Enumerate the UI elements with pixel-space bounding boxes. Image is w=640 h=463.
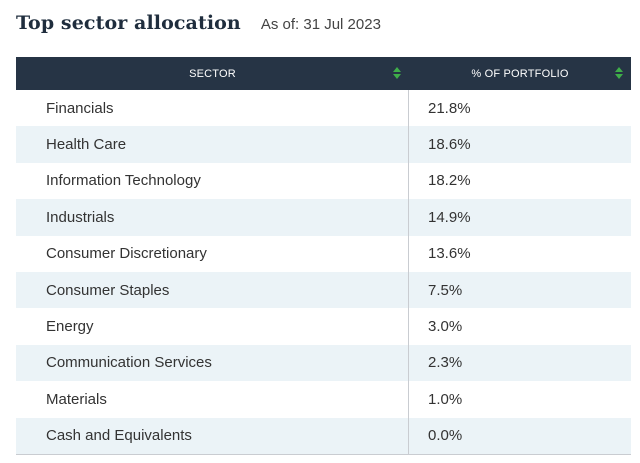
table-row: Materials 1.0% [16,381,631,418]
sector-cell: Information Technology [16,162,409,200]
percent-column-label: % OF PORTFOLIO [471,67,569,80]
percent-cell: 7.5% [428,281,463,299]
percent-cell: 18.2% [428,172,471,190]
sector-cell: Communication Services [16,344,409,382]
percent-column-header[interactable]: % OF PORTFOLIO [409,57,631,90]
percent-cell: 0.0% [428,427,463,445]
as-of-date: As of: 31 Jul 2023 [260,16,381,33]
sector-cell: Energy [16,308,409,345]
percent-cell: 21.8% [428,99,471,117]
percent-cell: 2.3% [428,354,463,372]
sector-column-header[interactable]: SECTOR [16,57,409,90]
table-row: Communication Services 2.3% [16,344,631,382]
table-row: Industrials 14.9% [16,199,631,236]
sector-cell: Materials [16,381,409,418]
sort-arrows-icon[interactable] [393,67,401,79]
sector-cell: Consumer Discretionary [16,235,409,272]
section-header: Top sector allocation As of: 31 Jul 2023 [16,12,381,34]
sector-cell: Cash and Equivalents [16,417,409,454]
table-body: Financials 21.8% Health Care 18.6% Infor… [16,90,631,454]
percent-cell: 14.9% [428,208,471,226]
table-header: SECTOR % OF PORTFOLIO [16,57,631,90]
sector-cell: Financials [16,90,409,127]
table-row: Cash and Equivalents 0.0% [16,417,631,454]
table-row: Consumer Staples 7.5% [16,271,631,309]
percent-cell: 13.6% [428,245,471,263]
table-row: Consumer Discretionary 13.6% [16,235,631,272]
percent-cell: 18.6% [428,136,471,154]
percent-cell: 3.0% [428,318,463,336]
sector-column-label: SECTOR [189,67,236,80]
sector-allocation-table: SECTOR % OF PORTFOLIO Financials 21.8% H… [16,57,631,455]
sector-cell: Consumer Staples [16,271,409,309]
table-row: Information Technology 18.2% [16,162,631,200]
table-row: Financials 21.8% [16,90,631,127]
table-row: Energy 3.0% [16,308,631,345]
section-title: Top sector allocation [16,12,241,34]
sector-cell: Health Care [16,126,409,163]
sector-cell: Industrials [16,199,409,236]
percent-cell: 1.0% [428,390,463,408]
sort-arrows-icon[interactable] [615,67,623,79]
table-row: Health Care 18.6% [16,126,631,163]
